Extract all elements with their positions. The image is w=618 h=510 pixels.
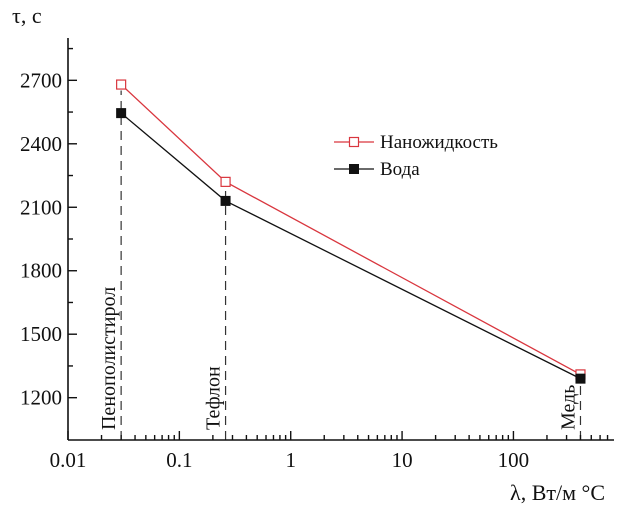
y-tick-label: 1500 <box>20 322 62 346</box>
series-line <box>120 112 581 380</box>
data-point <box>220 176 231 187</box>
vertical-guide-label: Тефлон <box>203 366 225 430</box>
legend: Наножидкость Вода <box>334 132 498 180</box>
legend-item: Наножидкость <box>334 132 498 153</box>
legend-label: Наножидкость <box>380 132 498 153</box>
y-tick-label: 2100 <box>20 195 62 219</box>
data-point <box>220 195 231 206</box>
y-axis-title: τ, c <box>12 3 42 28</box>
vertical-guides: Пенополистирол Тефлон Медь <box>98 90 582 440</box>
x-axis-title: λ, Вт/м °C <box>510 480 605 505</box>
series-line <box>120 84 581 375</box>
series-layer <box>116 79 586 384</box>
legend-swatch-marker <box>349 164 359 174</box>
y-tick-label: 1200 <box>20 386 62 410</box>
x-tick-label: 100 <box>498 448 530 472</box>
legend-item: Вода <box>334 159 420 180</box>
x-tick-label: 0.01 <box>50 448 87 472</box>
y-tick-label: 2700 <box>20 68 62 92</box>
vertical-guide-label: Пенополистирол <box>98 287 120 430</box>
vertical-guide-label: Медь <box>557 385 579 430</box>
axes: 1200 1500 1800 2100 2400 2700 0.01 0.1 1 10 100 <box>20 38 614 472</box>
data-point <box>575 373 586 384</box>
x-tick-label: 0.1 <box>166 448 192 472</box>
x-tick-label: 10 <box>392 448 413 472</box>
legend-swatch-marker <box>348 136 360 148</box>
y-tick-label: 1800 <box>20 259 62 283</box>
y-tick-label: 2400 <box>20 132 62 156</box>
x-tick-label: 1 <box>285 448 296 472</box>
legend-label: Вода <box>380 159 420 180</box>
data-point <box>116 108 127 119</box>
data-point <box>116 79 127 90</box>
